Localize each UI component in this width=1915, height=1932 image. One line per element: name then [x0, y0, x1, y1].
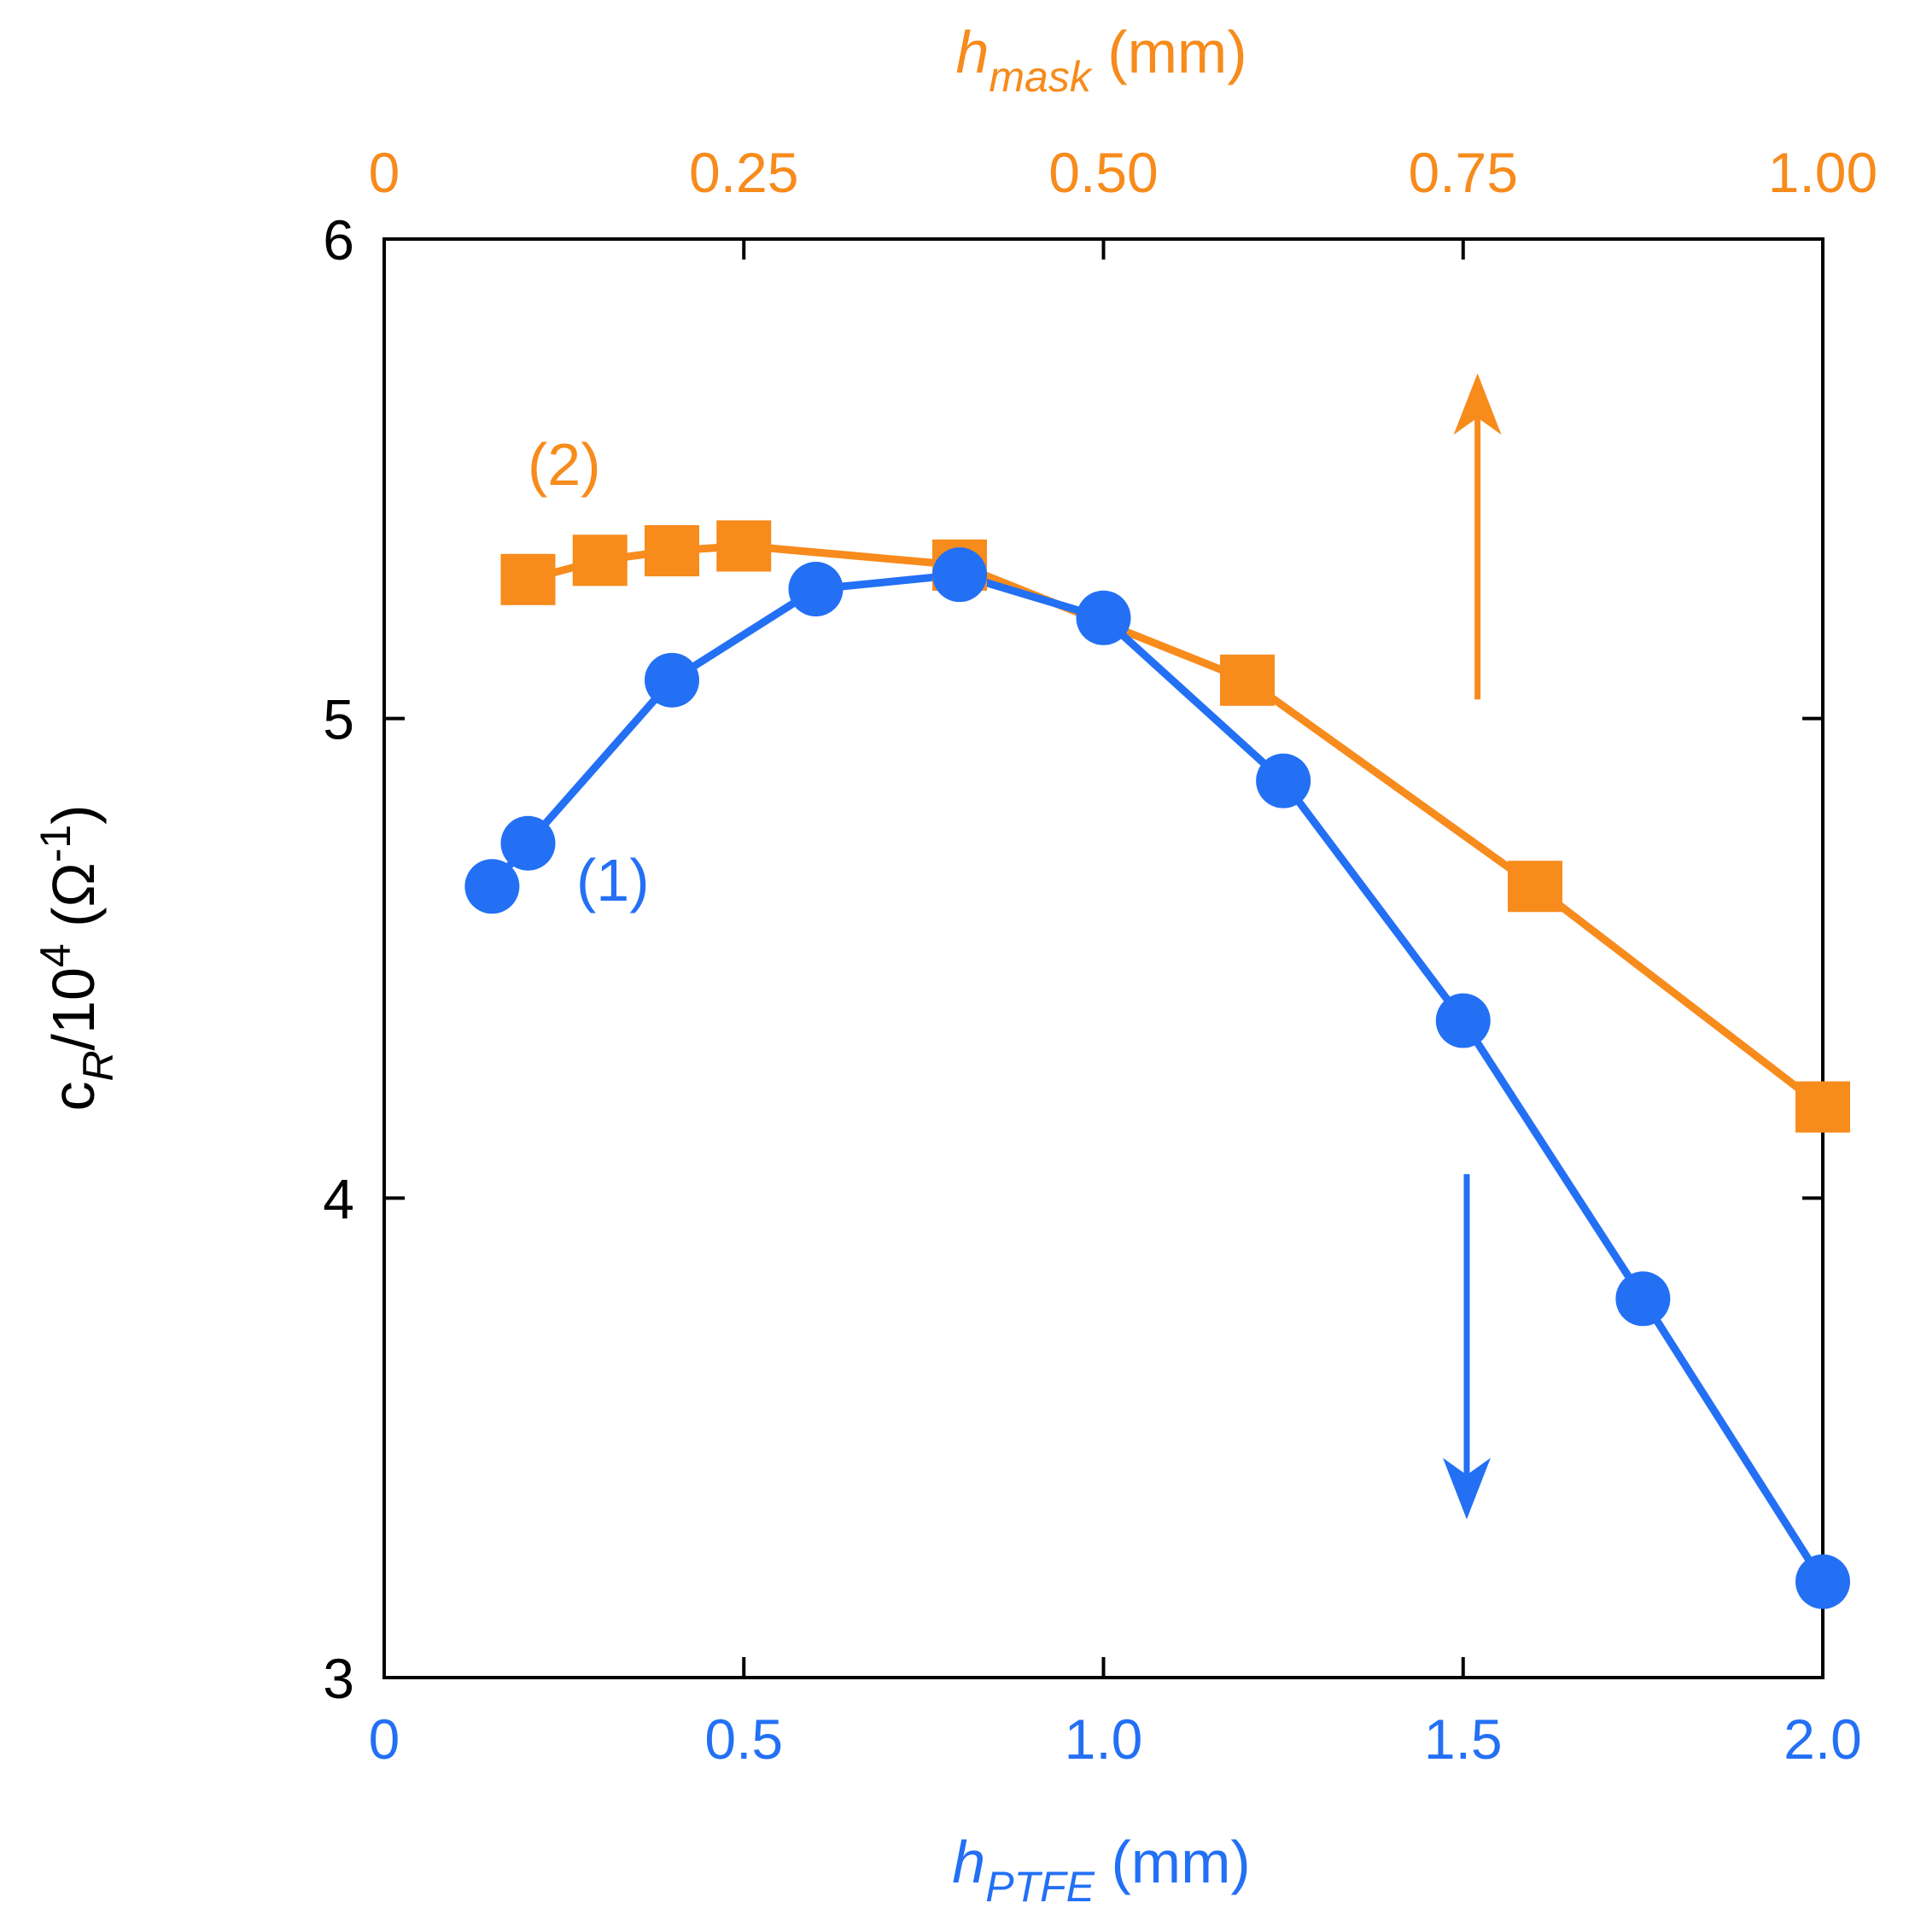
x-tick-label: 0	[369, 1707, 400, 1771]
ticks-group	[382, 237, 1825, 1679]
series2-point	[1795, 1081, 1850, 1133]
y-axis-title: cR/104 (Ω-1)	[32, 804, 122, 1111]
series2-point	[1220, 654, 1275, 706]
series2-point	[1508, 861, 1562, 913]
series1-point	[1076, 590, 1131, 645]
series1-point	[500, 815, 556, 871]
series1-line	[488, 570, 1826, 1585]
x-tick-label: 2.0	[1784, 1707, 1862, 1771]
x2-tick-label: 0.25	[689, 141, 798, 204]
series1-label: (1)	[576, 847, 650, 913]
series2-label: (2)	[528, 431, 601, 498]
series1-point	[932, 547, 987, 603]
series1-point	[1435, 993, 1491, 1048]
series2-point	[716, 520, 772, 572]
series2-line	[527, 541, 1825, 1111]
series2-point	[500, 553, 556, 605]
x2-tick-label: 0	[369, 141, 400, 204]
series1-point	[788, 562, 844, 617]
series-markers-group	[464, 520, 1850, 1609]
x2-axis-title: hmask (mm)	[955, 19, 1247, 101]
x-tick-label: 1.0	[1065, 1707, 1143, 1771]
series1-point	[464, 859, 520, 914]
series2-point	[572, 534, 628, 587]
tick-labels-group: 0 0.5 1.0 1.5 2.0 0 0.25 0.50 0.75 1.00 3 4 5 6	[323, 141, 1877, 1771]
series-lines-group	[488, 541, 1826, 1585]
y-tick-label: 4	[323, 1167, 354, 1230]
series2-point	[645, 525, 699, 577]
x2-tick-label: 1.00	[1768, 141, 1877, 204]
y-tick-label: 5	[323, 688, 354, 751]
x-axis-title: hPTFE (mm)	[952, 1829, 1250, 1911]
x2-tick-label: 0.50	[1048, 141, 1158, 204]
x2-tick-label: 0.75	[1409, 141, 1518, 204]
up-arrow-head	[1453, 373, 1502, 435]
arrows-group	[1442, 373, 1502, 1520]
series1-point	[1615, 1271, 1671, 1327]
y-tick-label: 3	[323, 1647, 354, 1710]
series1-point	[1795, 1554, 1850, 1609]
x-tick-label: 0.5	[704, 1707, 783, 1771]
y-tick-label: 6	[323, 208, 354, 271]
x-tick-label: 1.5	[1424, 1707, 1503, 1771]
series1-point	[645, 652, 699, 708]
series1-point	[1256, 753, 1311, 808]
down-arrow-head	[1442, 1457, 1491, 1520]
